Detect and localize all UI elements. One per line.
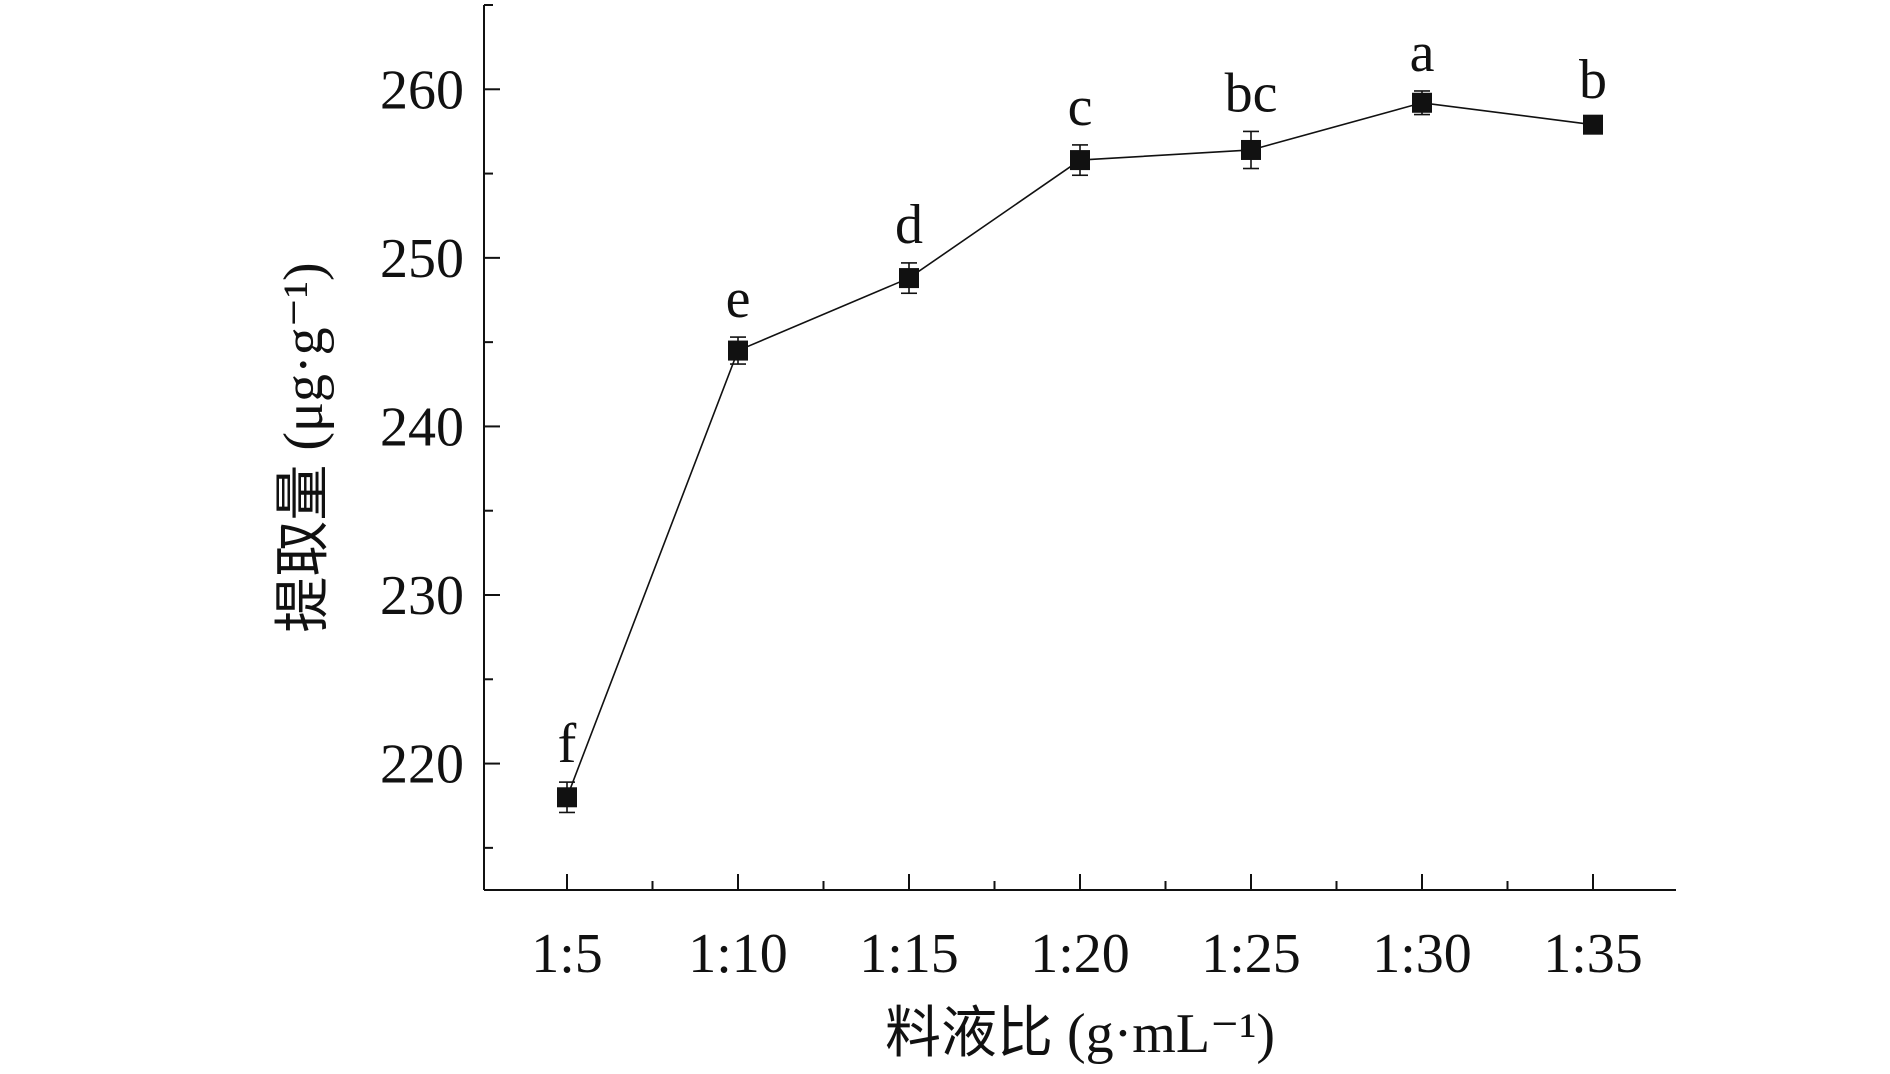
series-line bbox=[566, 101, 1594, 798]
data-point-marker bbox=[1412, 92, 1432, 113]
data-point-marker bbox=[899, 268, 919, 289]
significance-label: e bbox=[726, 268, 751, 330]
y-tick-label: 260 bbox=[380, 59, 464, 121]
y-tick-label: 230 bbox=[380, 565, 464, 627]
x-tick-label: 1:10 bbox=[688, 923, 788, 985]
data-point-marker bbox=[728, 340, 748, 361]
x-tick-label: 1:30 bbox=[1372, 923, 1472, 985]
data-point-marker bbox=[1583, 114, 1603, 135]
series-layer: f e d c bc a b bbox=[557, 22, 1607, 814]
significance-label: b bbox=[1579, 49, 1607, 111]
y-tick-label: 240 bbox=[380, 396, 464, 458]
significance-label: d bbox=[895, 194, 923, 256]
y-tick-label: 220 bbox=[380, 734, 464, 796]
significance-label: f bbox=[558, 713, 577, 775]
x-tick-label: 1:35 bbox=[1543, 923, 1643, 985]
x-axis-title: 料液比 (g·mL⁻¹) bbox=[885, 1003, 1275, 1065]
x-tick-label: 1:15 bbox=[859, 923, 959, 985]
significance-label: c bbox=[1068, 76, 1093, 138]
significance-label: bc bbox=[1225, 62, 1278, 124]
data-point-marker bbox=[557, 787, 577, 808]
y-axis-title: 提取量 (μg·g⁻¹) bbox=[273, 262, 335, 632]
significance-label: a bbox=[1410, 22, 1435, 84]
data-point-marker bbox=[1070, 150, 1090, 171]
x-tick-label: 1:20 bbox=[1030, 923, 1130, 985]
y-tick-label: 250 bbox=[380, 228, 464, 290]
x-tick-label: 1:25 bbox=[1201, 923, 1301, 985]
x-tick-label: 1:5 bbox=[531, 923, 603, 985]
data-point-marker bbox=[1241, 139, 1261, 160]
axes: 220 230 240 250 260 1:5 1:10 1:15 1:20 1:25 1:30 1:… bbox=[380, 4, 1676, 985]
